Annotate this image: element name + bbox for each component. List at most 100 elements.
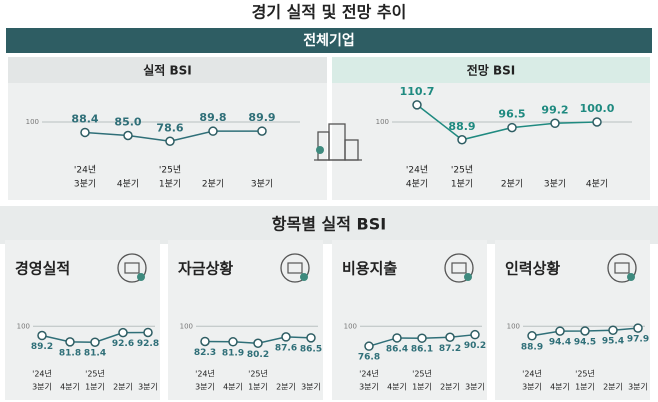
x-tick-label: 3분기 — [522, 383, 542, 392]
y-tick-label: 100 — [376, 118, 389, 126]
point — [608, 325, 618, 335]
icon — [300, 273, 308, 281]
point — [281, 332, 291, 342]
value-label: 86.1 — [411, 345, 433, 355]
value-label: 86.4 — [386, 344, 408, 354]
panel — [495, 240, 650, 400]
y-tick-label: 100 — [507, 322, 520, 330]
value-label: 96.5 — [498, 108, 525, 121]
x-tick-label: 1분기 — [412, 383, 432, 392]
point — [165, 136, 175, 147]
x-tick-label: 4분기 — [223, 383, 243, 392]
value-label: 81.4 — [84, 349, 106, 359]
year-label: '25년 — [248, 369, 268, 379]
point — [253, 338, 263, 349]
icon — [627, 273, 635, 281]
banner — [6, 28, 652, 53]
value-label: 88.9 — [521, 342, 543, 352]
x-tick-label: 3분기 — [359, 383, 379, 392]
point — [257, 126, 267, 136]
point — [555, 326, 565, 336]
panel — [332, 240, 487, 400]
value-label: 87.6 — [275, 343, 297, 353]
icon — [444, 253, 474, 283]
point — [580, 326, 590, 336]
year-label: '25년 — [575, 369, 595, 379]
point — [550, 118, 560, 129]
value-label: 85.0 — [114, 116, 141, 129]
point — [412, 100, 422, 110]
y-tick-label: 100 — [344, 322, 357, 330]
x-tick-label: 2분기 — [113, 383, 133, 392]
x-tick-label: 4분기 — [406, 179, 428, 190]
value-label: 92.6 — [112, 339, 134, 349]
x-tick-label: 3분기 — [74, 179, 96, 190]
icon — [124, 262, 140, 274]
point — [470, 329, 480, 340]
x-tick-label: 3분기 — [544, 179, 566, 190]
year-label: '24년 — [406, 165, 428, 176]
x-tick-label: 3분기 — [628, 383, 648, 392]
x-tick-label: 3분기 — [251, 179, 273, 190]
value-label: 95.4 — [602, 337, 624, 347]
year-label: '25년 — [451, 165, 473, 176]
x-tick-label: 1분기 — [85, 383, 105, 392]
point — [306, 333, 316, 343]
value-label: 94.4 — [549, 338, 571, 348]
point — [228, 337, 238, 347]
icon — [117, 253, 147, 283]
value-label: 97.9 — [627, 335, 649, 345]
panel-header — [332, 57, 650, 83]
value-label: 88.9 — [448, 120, 475, 133]
x-tick-label: 3분기 — [301, 383, 321, 392]
panel-title: 실적 BSI — [143, 63, 192, 78]
point — [507, 122, 517, 133]
panel-title: 비용지출 — [342, 260, 397, 278]
x-tick-label: 4분기 — [586, 179, 608, 190]
value-label: 87.2 — [439, 344, 461, 354]
x-tick-label: 3분기 — [465, 383, 485, 392]
section-title: 항목별 실적 BSI — [272, 215, 386, 234]
y-tick-label: 100 — [180, 322, 193, 330]
value-label: 100.0 — [580, 102, 615, 115]
x-tick-label: 2분기 — [202, 179, 224, 190]
value-label: 82.3 — [194, 348, 216, 358]
y-tick-label: 100 — [17, 322, 30, 330]
point — [592, 117, 602, 127]
value-label: 81.9 — [222, 348, 244, 358]
value-label: 94.5 — [574, 338, 596, 348]
value-label: 99.2 — [541, 103, 568, 116]
year-label: '24년 — [359, 369, 379, 379]
year-label: '24년 — [74, 165, 96, 176]
value-label: 89.2 — [31, 342, 53, 352]
icon — [451, 262, 467, 274]
panel-title: 전망 BSI — [467, 63, 516, 78]
x-tick-label: 4분기 — [387, 383, 407, 392]
point — [445, 332, 455, 343]
point — [80, 127, 90, 138]
icon — [137, 273, 145, 281]
icon — [464, 273, 472, 281]
x-tick-label: 3분기 — [195, 383, 215, 392]
icon — [614, 262, 630, 274]
y-tick-label: 100 — [26, 118, 39, 126]
point — [123, 130, 133, 141]
value-label: 88.4 — [71, 112, 98, 125]
year-label: '25년 — [85, 369, 105, 379]
point — [417, 333, 427, 343]
value-label: 89.8 — [199, 111, 226, 124]
panel — [5, 240, 160, 400]
year-label: '25년 — [412, 369, 432, 379]
icon — [280, 253, 310, 283]
x-tick-label: 4분기 — [60, 383, 80, 392]
panel-title: 자금상황 — [178, 260, 233, 278]
value-label: 81.8 — [59, 348, 81, 358]
panel — [168, 240, 323, 400]
point — [118, 327, 128, 338]
point — [65, 337, 75, 347]
point — [90, 337, 100, 347]
x-tick-label: 1분기 — [248, 383, 268, 392]
year-label: '24년 — [32, 369, 52, 379]
